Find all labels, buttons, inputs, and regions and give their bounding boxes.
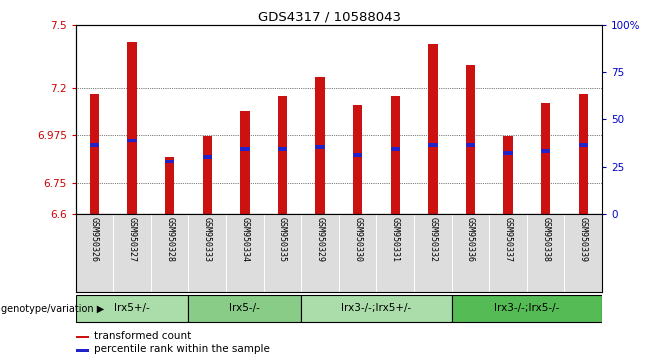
Bar [278,147,287,151]
Bar [278,96,287,214]
Bar [353,105,363,214]
Bar [315,78,325,214]
Bar [76,349,89,352]
Bar [315,145,325,149]
Bar [76,336,89,338]
Bar [203,136,212,214]
Bar [203,155,212,159]
Text: GSM950339: GSM950339 [579,217,588,262]
Bar [165,157,174,214]
Bar [503,136,513,214]
Bar [240,147,249,151]
Text: GSM950329: GSM950329 [316,217,324,262]
Text: GSM950335: GSM950335 [278,217,287,262]
Bar [466,65,475,214]
Text: GSM950331: GSM950331 [391,217,400,262]
Bar [128,139,137,142]
Bar [353,153,363,157]
Bar [240,111,249,214]
Bar [391,147,400,151]
Text: lrx5-/-: lrx5-/- [230,303,261,313]
Bar [89,143,99,147]
Text: GSM950332: GSM950332 [428,217,438,262]
Text: transformed count: transformed count [94,331,191,341]
Text: GSM950337: GSM950337 [503,217,513,262]
Text: GSM950336: GSM950336 [466,217,475,262]
Bar [301,295,451,322]
Text: GSM950327: GSM950327 [128,217,137,262]
Bar [451,295,602,322]
Bar [128,42,137,214]
Bar [428,44,438,214]
Bar [76,295,188,322]
Text: GDS4317 / 10588043: GDS4317 / 10588043 [257,11,401,24]
Text: GSM950333: GSM950333 [203,217,212,262]
Text: lrx3-/-;lrx5-/-: lrx3-/-;lrx5-/- [494,303,559,313]
Text: GSM950326: GSM950326 [90,217,99,262]
Bar [466,143,475,147]
Text: GSM950328: GSM950328 [165,217,174,262]
Text: GSM950338: GSM950338 [541,217,550,262]
Bar [541,103,550,214]
Bar [503,151,513,155]
Text: lrx3-/-;lrx5+/-: lrx3-/-;lrx5+/- [342,303,412,313]
Text: GSM950334: GSM950334 [240,217,249,262]
Text: percentile rank within the sample: percentile rank within the sample [94,344,270,354]
Bar [391,96,400,214]
Bar [578,94,588,214]
Text: lrx5+/-: lrx5+/- [114,303,150,313]
Bar [428,143,438,147]
Bar [89,94,99,214]
Bar [578,143,588,147]
Bar [541,149,550,153]
Bar [188,295,301,322]
Bar [165,160,174,164]
Text: GSM950330: GSM950330 [353,217,362,262]
Text: genotype/variation ▶: genotype/variation ▶ [1,304,105,314]
